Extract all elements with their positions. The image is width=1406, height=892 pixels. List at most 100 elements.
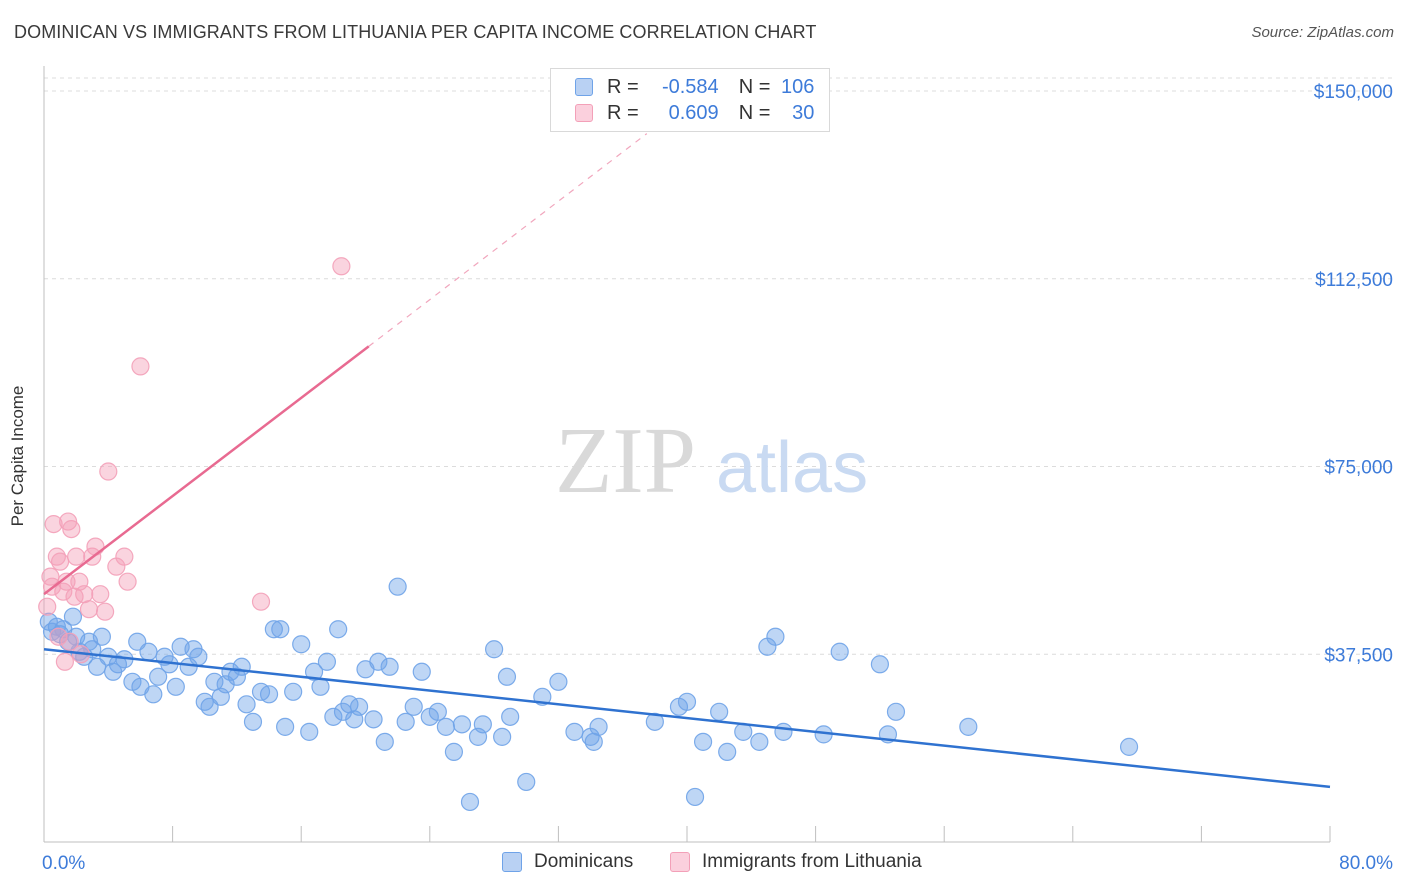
dominican-point [329,620,348,639]
dominican-point [886,702,906,721]
watermark: ZIP atlas [555,409,868,513]
dominican-point [166,677,185,696]
dominican-point [63,607,83,626]
legend-r-label: R = [607,101,639,124]
dominican-point [452,715,472,734]
dominican-point [645,712,664,731]
dominican-point [1119,737,1139,756]
lithuania-point [131,357,150,376]
y-tick-label: $75,000 [1324,458,1393,479]
dominican-point [549,672,568,691]
dominican-point [388,577,407,596]
dominican-point [959,717,978,736]
dominican-point [444,742,464,761]
dominican-point [271,620,290,639]
watermark-atlas: atlas [716,428,868,508]
dominican-point [501,707,520,726]
legend-row-dominicans: R = -0.584 N = 106 [575,75,814,99]
tick-label-layer: $37,500 $75,000 $112,500 $150,000 0.0% 80.0% [42,82,1393,874]
dominican-point [870,655,890,674]
lithuania-point [60,632,79,651]
lithuania-point [75,585,94,604]
dominican-point [493,727,512,746]
dominican-point [139,642,158,661]
series-legend-dominicans[interactable]: Dominicans [502,851,633,873]
dominican-point [584,732,603,751]
lithuania-point [57,572,76,591]
dominican-point [774,722,793,741]
dominican-point [565,722,584,741]
lithuania-trendline [43,345,370,596]
lithuania-point [79,600,99,619]
dominican-point [311,677,330,696]
y-tick-label: $112,500 [1315,270,1393,291]
chart-title: DOMINICAN VS IMMIGRANTS FROM LITHUANIA P… [14,22,817,42]
dominican-point [380,657,399,676]
lithuania-point [251,592,271,611]
dominican-point [497,667,517,686]
dominican-point [517,772,536,792]
axes-layer [43,66,1331,843]
lithuania-point [95,602,115,621]
series-swatch-lithuania [670,852,690,872]
dominican-point [300,722,319,741]
grid-layer [44,77,1395,655]
dominican-point [264,620,283,639]
dominican-point [375,732,394,751]
dominican-point [750,732,769,751]
y-axis-label: Per Capita Income [8,385,27,527]
legend-swatch-dominicans [575,78,593,96]
dominican-point [189,647,208,666]
legend-n-value: 30 [792,101,815,124]
trend-layer [43,133,1331,789]
lithuania-point [62,519,81,539]
x-tick-label: 0.0% [42,853,85,874]
dominican-point [237,695,256,714]
legend-n-value: 106 [781,75,815,98]
legend-r-value: 0.609 [668,101,719,124]
dominican-point [92,627,111,646]
legend-row-lithuania: R = 0.609 N = 30 [575,101,814,125]
dominican-point [830,642,849,661]
dominican-point [685,787,705,807]
dominican-point [412,662,431,681]
dominican-point [324,707,343,726]
lithuania-point [115,547,134,566]
series-label-dominicans: Dominicans [534,851,634,872]
dominican-point [227,667,246,686]
lithuania-point [118,572,137,591]
points-layer [38,257,1139,812]
dominican-point [436,717,455,736]
series-label-lithuania: Immigrants from Lithuania [702,851,922,872]
lithuania-point [91,585,110,604]
lithuania-point [67,547,86,566]
dominican-point [304,662,324,681]
dominican-point [292,635,311,654]
dominican-point [589,717,608,736]
dominican-point [149,667,168,686]
lithuania-point [55,652,74,671]
legend-n-label: N = [738,75,771,98]
dominican-point [369,652,388,671]
dominican-point [317,652,337,671]
dominican-point [718,742,737,761]
dominican-point [473,715,492,734]
dominican-point [766,627,785,646]
dominican-point [460,792,480,812]
dominican-point [404,697,423,716]
lithuania-point [86,537,105,556]
legend-n-label: N = [738,101,771,124]
lithuania-point [54,582,73,601]
legend-r-label: R = [607,75,639,98]
legend-swatch-lithuania [575,104,593,122]
dominican-point [428,702,447,721]
series-legend-lithuania[interactable]: Immigrants from Lithuania [670,851,922,873]
dominican-trendline [43,648,1331,789]
dominican-point [349,697,369,716]
dominican-point [364,710,383,729]
dominican-point [205,672,224,691]
dominican-point [232,657,251,676]
correlation-legend: R = -0.584 N = 106 R = 0.609 N = 30 [550,68,830,132]
y-tick-label: $37,500 [1324,645,1393,666]
lithuania-point [49,627,68,646]
